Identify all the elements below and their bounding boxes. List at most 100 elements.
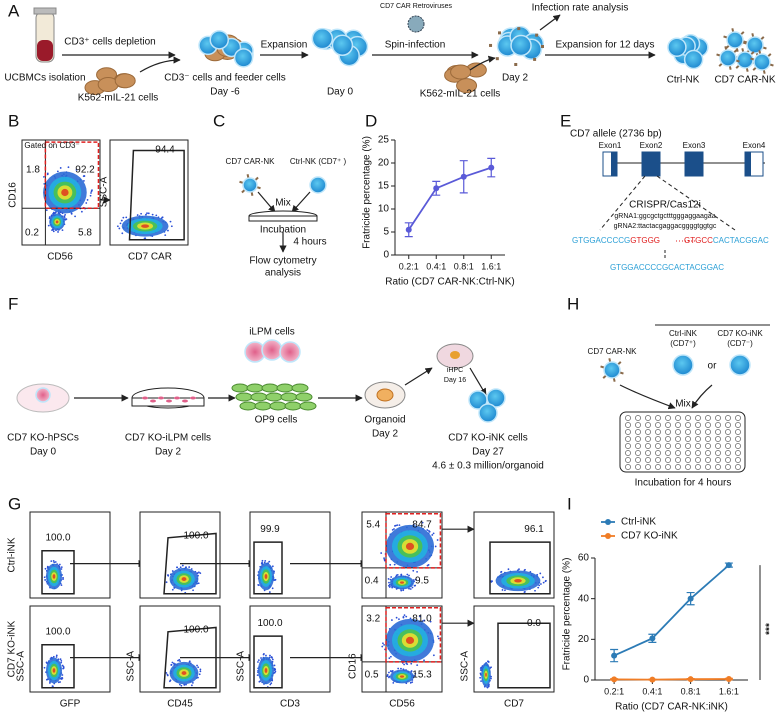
well (705, 464, 711, 470)
arrow (139, 56, 181, 73)
event (396, 524, 399, 527)
axis-label: CD56 (389, 699, 415, 710)
label: Exon3 (683, 141, 706, 150)
label: 4 hours (293, 237, 326, 248)
well (685, 450, 691, 456)
event (390, 576, 393, 578)
label: Incubation (260, 225, 306, 236)
label: (CD7⁻) (727, 339, 753, 348)
well (645, 415, 651, 421)
label: Exon2 (640, 141, 663, 150)
label: CD7 CAR-NK (588, 347, 638, 356)
event (59, 681, 61, 683)
retrovirus (535, 33, 539, 37)
well (625, 450, 631, 456)
cell (331, 34, 354, 56)
well (725, 457, 731, 463)
event (396, 574, 399, 576)
cell (35, 387, 51, 403)
event (383, 557, 385, 559)
x-tick-label: 0.8:1 (454, 261, 474, 271)
event (487, 660, 489, 663)
gate-value: 1.8 (26, 165, 40, 176)
label: Day 27 (472, 447, 504, 458)
gate (253, 635, 283, 689)
op9-cell (269, 401, 287, 411)
well (705, 415, 711, 421)
label: UCBMCs isolation (4, 73, 85, 84)
cell (478, 403, 498, 423)
arrow (469, 55, 496, 71)
event (480, 680, 482, 683)
event (382, 642, 384, 645)
y-tick-label: 40 (578, 593, 590, 604)
well (645, 422, 651, 428)
x-tick-label: 1.6:1 (719, 686, 739, 696)
cell (142, 396, 148, 400)
tube-blood (37, 40, 53, 61)
event (172, 662, 175, 665)
event (197, 666, 200, 669)
event (504, 589, 506, 592)
event (388, 583, 391, 586)
label: CD7 CAR-NK (714, 75, 775, 86)
event (136, 214, 139, 216)
density (264, 668, 268, 673)
event (60, 566, 63, 569)
event (191, 681, 194, 684)
cell (672, 354, 694, 376)
well (655, 415, 661, 421)
event (507, 568, 510, 571)
gate-value: 0.0 (527, 618, 541, 629)
label: Ctrl-NK (667, 75, 700, 86)
event (169, 220, 172, 223)
gate-value: Gated on CD3⁻ (24, 141, 79, 150)
panel-label: B (8, 111, 19, 130)
flow-plot (21, 139, 101, 246)
event (259, 680, 262, 683)
density (405, 542, 415, 551)
virus (407, 15, 425, 33)
axis-label: SSC-A (460, 651, 471, 682)
label: CD7 KO-iNK (717, 329, 763, 338)
event (67, 166, 70, 169)
event (165, 581, 168, 584)
event (47, 224, 50, 227)
event (82, 175, 85, 178)
event (388, 581, 390, 584)
point (405, 226, 412, 233)
x-axis-label: Ratio (CD7 CAR-NK:Ctrl-NK) (385, 277, 514, 288)
event (155, 214, 158, 217)
ihpc (450, 351, 460, 359)
event (257, 659, 260, 662)
cell (242, 177, 258, 193)
event (409, 588, 412, 590)
event (45, 678, 48, 681)
legend-label: CD7 KO-iNK (621, 531, 678, 542)
well (735, 443, 741, 449)
event (539, 572, 542, 575)
event (179, 660, 181, 663)
well (635, 464, 641, 470)
cell (719, 49, 737, 67)
well (715, 436, 721, 442)
cell (158, 396, 164, 400)
label: Infection rate analysis (532, 3, 629, 14)
retrovirus (514, 62, 518, 66)
gate-value: 96.1 (524, 524, 544, 535)
arrow (539, 14, 561, 31)
gate (163, 626, 217, 689)
event (405, 662, 408, 665)
panel-label: A (8, 1, 20, 20)
label: CD7 allele (2736 bp) (570, 129, 662, 140)
well (635, 450, 641, 456)
label: gRNA1:ggcgctgctttgggaggaagaa (614, 213, 715, 220)
event (419, 615, 421, 618)
label: Exon4 (743, 141, 766, 150)
gate (41, 643, 75, 689)
point (611, 676, 618, 683)
event (44, 567, 47, 570)
event (166, 674, 169, 677)
event (118, 227, 121, 230)
arrow (404, 367, 433, 386)
